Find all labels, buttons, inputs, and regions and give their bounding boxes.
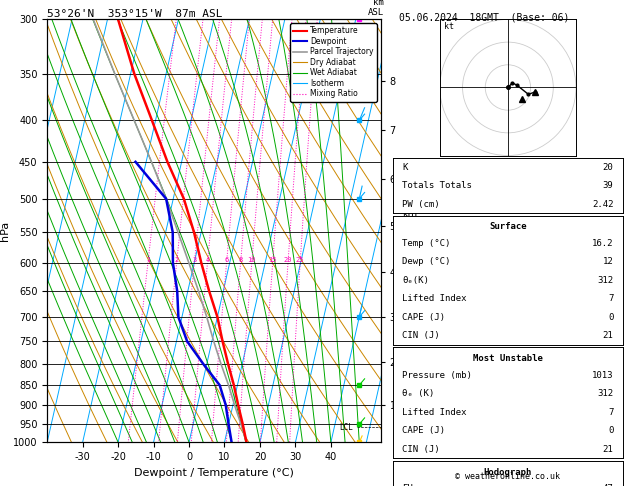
Text: LCL: LCL bbox=[340, 423, 353, 432]
Y-axis label: km
ASL: km ASL bbox=[401, 209, 419, 231]
Legend: Temperature, Dewpoint, Parcel Trajectory, Dry Adiabat, Wet Adiabat, Isotherm, Mi: Temperature, Dewpoint, Parcel Trajectory… bbox=[291, 23, 377, 102]
Text: 39: 39 bbox=[603, 181, 613, 190]
Text: 312: 312 bbox=[598, 276, 613, 285]
Text: 21: 21 bbox=[603, 331, 613, 340]
Text: 05.06.2024  18GMT  (Base: 06): 05.06.2024 18GMT (Base: 06) bbox=[399, 12, 570, 22]
Text: kt: kt bbox=[445, 21, 454, 31]
Text: θₑ(K): θₑ(K) bbox=[403, 276, 429, 285]
Text: 4: 4 bbox=[205, 257, 209, 262]
Text: 21: 21 bbox=[603, 445, 613, 453]
Text: 25: 25 bbox=[296, 257, 304, 262]
Text: Pressure (mb): Pressure (mb) bbox=[403, 371, 472, 380]
Text: 20: 20 bbox=[603, 163, 613, 172]
Text: Temp (°C): Temp (°C) bbox=[403, 239, 451, 248]
Text: 3: 3 bbox=[192, 257, 196, 262]
Text: 1013: 1013 bbox=[592, 371, 613, 380]
Text: Dewp (°C): Dewp (°C) bbox=[403, 258, 451, 266]
Text: 312: 312 bbox=[598, 389, 613, 398]
Text: CAPE (J): CAPE (J) bbox=[403, 313, 445, 322]
Text: θₑ (K): θₑ (K) bbox=[403, 389, 435, 398]
X-axis label: Dewpoint / Temperature (°C): Dewpoint / Temperature (°C) bbox=[134, 468, 294, 478]
Text: km
ASL: km ASL bbox=[367, 0, 384, 17]
Text: 12: 12 bbox=[603, 258, 613, 266]
Text: 15: 15 bbox=[269, 257, 277, 262]
Text: Lifted Index: Lifted Index bbox=[403, 295, 467, 303]
Text: Surface: Surface bbox=[489, 222, 526, 231]
Text: 6: 6 bbox=[225, 257, 229, 262]
Text: 0: 0 bbox=[608, 426, 613, 435]
Text: 2: 2 bbox=[174, 257, 179, 262]
Text: CIN (J): CIN (J) bbox=[403, 445, 440, 453]
Text: CIN (J): CIN (J) bbox=[403, 331, 440, 340]
Text: 2.42: 2.42 bbox=[592, 200, 613, 208]
Text: 47: 47 bbox=[603, 484, 613, 486]
Text: PW (cm): PW (cm) bbox=[403, 200, 440, 208]
Text: K: K bbox=[403, 163, 408, 172]
Text: 16.2: 16.2 bbox=[592, 239, 613, 248]
Text: 10: 10 bbox=[247, 257, 256, 262]
Text: EH: EH bbox=[403, 484, 413, 486]
Text: 7: 7 bbox=[608, 408, 613, 417]
Text: © weatheronline.co.uk: © weatheronline.co.uk bbox=[455, 472, 560, 481]
Text: 0: 0 bbox=[608, 313, 613, 322]
Text: CAPE (J): CAPE (J) bbox=[403, 426, 445, 435]
Text: 8: 8 bbox=[238, 257, 243, 262]
Text: Totals Totals: Totals Totals bbox=[403, 181, 472, 190]
Text: Lifted Index: Lifted Index bbox=[403, 408, 467, 417]
Text: 1: 1 bbox=[146, 257, 150, 262]
Text: 20: 20 bbox=[284, 257, 292, 262]
Y-axis label: hPa: hPa bbox=[0, 221, 10, 241]
Text: Hodograph: Hodograph bbox=[484, 468, 532, 477]
Text: 7: 7 bbox=[608, 295, 613, 303]
Text: Most Unstable: Most Unstable bbox=[473, 354, 543, 363]
Text: 53°26'N  353°15'W  87m ASL: 53°26'N 353°15'W 87m ASL bbox=[47, 9, 223, 18]
